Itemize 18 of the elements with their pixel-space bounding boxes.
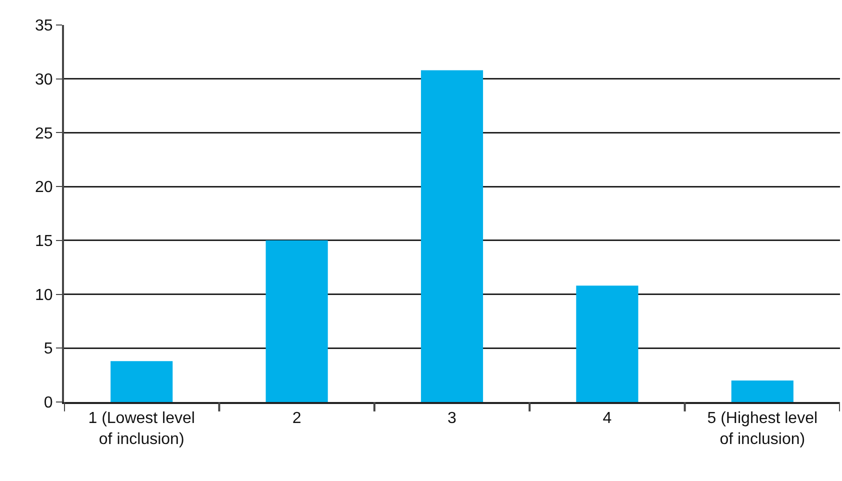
x-tick-label: 5 (Highest level of inclusion) [707,410,818,448]
bar [731,380,794,402]
bar [110,361,173,402]
x-tick-label: 4 [602,410,612,428]
bar [420,70,484,402]
y-tick-label: 15 [35,233,53,250]
x-tick-label: 2 [292,410,302,428]
y-tick-label: 30 [35,71,53,88]
y-tick-label: 35 [35,18,53,35]
x-tick-label: 3 [448,410,457,428]
y-tick-label: 25 [35,125,53,142]
y-tick-label: 5 [44,340,53,358]
y-tick-label: 0 [44,394,53,412]
bar [576,286,638,402]
y-tick-label: 10 [35,286,53,304]
bar [266,240,328,402]
x-tick-label: 1 (Lowest level of inclusion) [88,410,195,448]
y-tick-label: 20 [35,179,53,196]
